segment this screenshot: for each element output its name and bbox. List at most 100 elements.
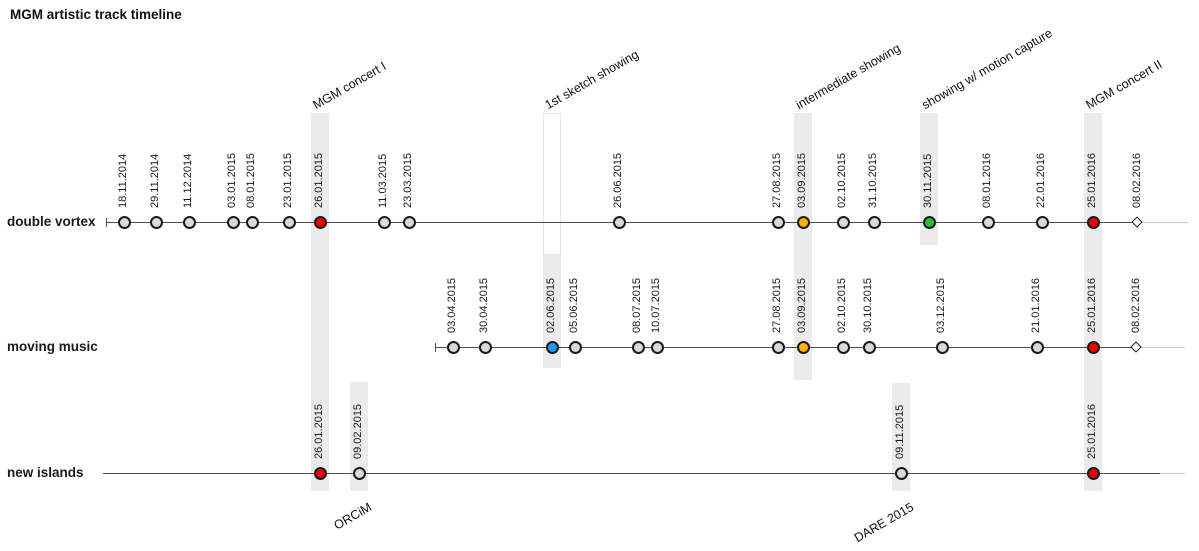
track-label: new islands: [7, 465, 84, 480]
event-date: 25.01.2016: [1086, 277, 1098, 333]
event-date: 21.01.2016: [1030, 277, 1042, 333]
event-marker: [650, 341, 664, 354]
event-date: 08.07.2015: [631, 277, 643, 333]
event-marker: [771, 216, 785, 229]
event-date: 11.12.2014: [182, 153, 194, 208]
track-line-tail: [1160, 473, 1185, 474]
track-start-tick: [435, 343, 436, 352]
milestone-label: MGM concert I: [310, 59, 389, 113]
event-date: 10.07.2015: [650, 277, 662, 333]
event-marker: [836, 216, 850, 229]
event-date: 11.03.2015: [377, 153, 389, 208]
event-marker: [796, 341, 810, 354]
chart-title: MGM artistic track timeline: [10, 7, 182, 22]
event-date: 18.11.2014: [117, 153, 129, 208]
event-marker: [352, 467, 366, 480]
event-marker: [478, 341, 492, 354]
event-date: 25.01.2016: [1086, 152, 1098, 208]
event-date: 26.01.2015: [313, 152, 325, 208]
event-marker: [313, 467, 327, 480]
event-marker: [117, 216, 131, 229]
event-marker: [981, 216, 995, 229]
milestone-label: ORCiM: [331, 500, 374, 533]
event-marker: [1086, 467, 1100, 480]
event-marker: [1030, 341, 1044, 354]
event-date: 08.01.2015: [245, 152, 257, 208]
event-date: 31.10.2015: [867, 152, 879, 208]
event-marker: [935, 341, 949, 354]
event-date: 03.09.2015: [796, 277, 808, 333]
event-date: 09.02.2015: [352, 403, 364, 459]
milestone-band: [920, 113, 938, 245]
event-marker: [446, 341, 460, 354]
event-date: 02.06.2015: [545, 277, 557, 333]
event-date: 02.10.2015: [836, 277, 848, 333]
milestone-band: [543, 113, 561, 255]
event-marker: [313, 216, 327, 229]
track-label: double vortex: [7, 214, 96, 229]
event-marker: [1086, 341, 1100, 354]
milestone-band: [350, 382, 368, 491]
milestone-label: intermediate showing: [793, 40, 903, 113]
event-date: 08.02.2016: [1130, 277, 1142, 333]
event-date: 30.10.2015: [862, 277, 874, 333]
event-marker: [149, 216, 163, 229]
event-date: 26.01.2015: [313, 403, 325, 459]
event-marker: [245, 216, 259, 229]
event-marker: [568, 341, 582, 354]
event-date: 03.12.2015: [935, 277, 947, 333]
event-marker: [377, 216, 391, 229]
event-date: 09.11.2015: [894, 404, 906, 459]
event-marker: [545, 341, 559, 354]
event-date: 03.04.2015: [446, 277, 458, 333]
event-date: 30.11.2015: [922, 153, 934, 208]
event-marker: [894, 467, 908, 480]
event-date: 05.06.2015: [568, 277, 580, 333]
event-marker-diamond: [1131, 216, 1143, 228]
event-marker: [922, 216, 936, 229]
event-date: 22.01.2016: [1035, 152, 1047, 208]
event-marker: [282, 216, 296, 229]
track-label: moving music: [7, 339, 98, 354]
event-marker: [836, 341, 850, 354]
event-marker: [402, 216, 416, 229]
event-marker: [796, 216, 810, 229]
event-date: 03.09.2015: [796, 152, 808, 208]
event-date: 30.04.2015: [478, 277, 490, 333]
event-date: 26.06.2015: [612, 152, 624, 208]
event-date: 03.01.2015: [226, 152, 238, 208]
track-line-tail: [1138, 222, 1188, 223]
milestone-band: [543, 255, 561, 368]
track-line: [103, 473, 1160, 474]
event-date: 25.01.2016: [1086, 403, 1098, 459]
event-marker: [1035, 216, 1049, 229]
event-marker: [612, 216, 626, 229]
event-marker-diamond: [1130, 341, 1142, 353]
event-date: 23.01.2015: [282, 152, 294, 208]
event-marker: [867, 216, 881, 229]
track-line: [435, 347, 1137, 348]
event-date: 27.08.2015: [771, 152, 783, 208]
event-marker: [182, 216, 196, 229]
milestone-band: [311, 113, 329, 491]
track-start-tick: [106, 218, 107, 227]
event-marker: [226, 216, 240, 229]
milestone-band: [1084, 113, 1102, 491]
event-date: 08.02.2016: [1131, 152, 1143, 208]
event-date: 27.08.2015: [771, 277, 783, 333]
milestone-label: MGM concert II: [1083, 57, 1165, 113]
milestone-label: showing w/ motion capture: [919, 26, 1055, 113]
event-marker: [1086, 216, 1100, 229]
event-date: 02.10.2015: [836, 152, 848, 208]
event-marker: [771, 341, 785, 354]
event-marker: [862, 341, 876, 354]
milestone-band: [892, 383, 910, 491]
event-marker: [631, 341, 645, 354]
track-line-tail: [1137, 347, 1185, 348]
milestone-label: DARE 2015: [851, 500, 916, 546]
event-date: 08.01.2016: [981, 152, 993, 208]
milestone-label: 1st sketch showing: [542, 47, 641, 113]
milestone-band: [794, 113, 812, 380]
event-date: 29.11.2014: [149, 153, 161, 208]
